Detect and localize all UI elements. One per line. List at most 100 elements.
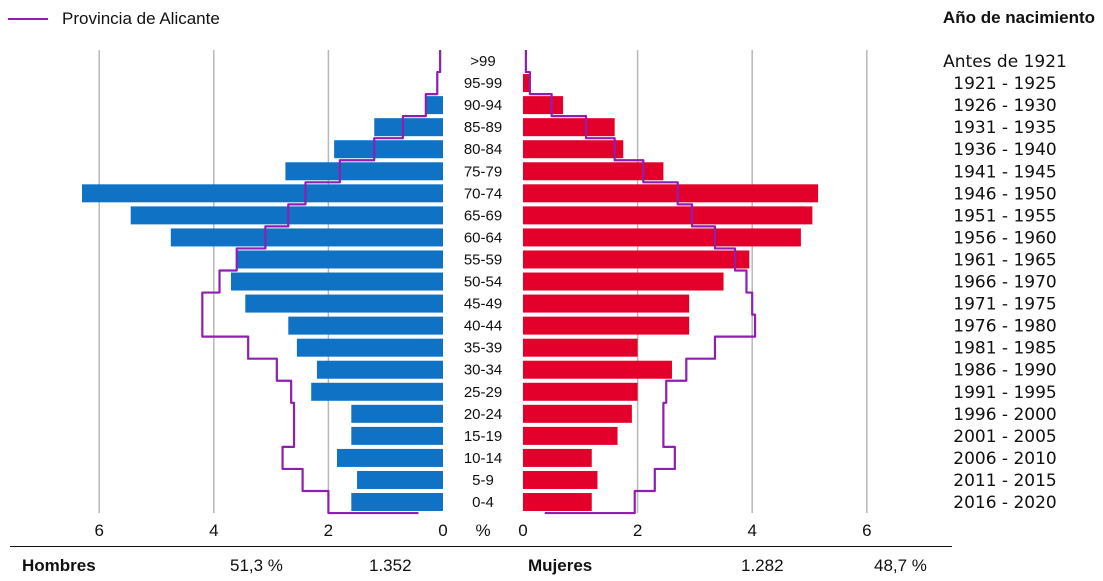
age-label->99: >99 — [470, 53, 495, 70]
age-label-20-24: 20-24 — [464, 406, 502, 423]
bar-women-10-14 — [523, 448, 592, 467]
birth-year-label: 1986 - 1990 — [953, 361, 1056, 381]
bar-men-65-69 — [130, 206, 443, 225]
birth-year-label: 2006 - 2010 — [953, 449, 1056, 469]
bar-men-20-24 — [351, 404, 443, 423]
birth-year-label: 2001 - 2005 — [953, 427, 1056, 447]
age-label-65-69: 65-69 — [464, 207, 502, 224]
bar-men-45-49 — [245, 294, 443, 313]
bar-women-20-24 — [523, 404, 632, 423]
bar-women-5-9 — [523, 470, 598, 489]
legend-label: Provincia de Alicante — [62, 9, 220, 28]
birth-year-label: 1946 - 1950 — [953, 184, 1056, 204]
bar-women-35-39 — [523, 338, 638, 357]
legend-line-swatch — [8, 18, 48, 20]
birth-year-label: Antes de 1921 — [943, 52, 1067, 72]
bar-women-15-19 — [523, 426, 618, 445]
age-label-45-49: 45-49 — [464, 296, 502, 313]
bar-women-40-44 — [523, 316, 690, 335]
bar-women-30-34 — [523, 360, 672, 379]
bar-men-55-59 — [236, 250, 443, 269]
legend: Provincia de Alicante — [8, 8, 220, 30]
x-tick-women-2: 2 — [633, 521, 642, 540]
age-label-95-99: 95-99 — [464, 75, 502, 92]
x-tick-men-2: 2 — [324, 521, 333, 540]
birth-year-label: 1961 - 1965 — [953, 250, 1056, 270]
men-percentage: 51,3 % — [230, 556, 283, 575]
age-label-60-64: 60-64 — [464, 229, 502, 246]
x-tick-women-4: 4 — [747, 521, 756, 540]
birth-year-label: 1966 - 1970 — [953, 273, 1056, 293]
bar-women-70-74 — [523, 184, 819, 203]
x-tick-women-0: 0 — [518, 521, 527, 540]
age-label-90-94: 90-94 — [464, 97, 502, 114]
age-label-0-4: 0-4 — [472, 494, 494, 511]
birth-year-label: 1976 - 1980 — [953, 317, 1056, 337]
bar-men-75-79 — [285, 162, 443, 181]
bar-women-65-69 — [523, 206, 813, 225]
bar-women-90-94 — [523, 96, 564, 115]
bar-women-85-89 — [523, 118, 615, 137]
birth-year-label: 2011 - 2015 — [953, 471, 1056, 491]
age-label-50-54: 50-54 — [464, 274, 502, 291]
bar-men-5-9 — [357, 470, 443, 489]
x-tick-men-4: 4 — [209, 521, 218, 540]
age-label-85-89: 85-89 — [464, 119, 502, 136]
birth-year-label: 1941 - 1945 — [953, 162, 1056, 182]
bar-men-10-14 — [336, 448, 443, 467]
bar-men-70-74 — [82, 184, 443, 203]
women-percentage: 48,7 % — [874, 556, 927, 575]
x-axis-unit: % — [475, 521, 490, 540]
women-count: 1.282 — [741, 556, 784, 575]
bar-men-50-54 — [230, 272, 443, 291]
men-footer-label: Hombres — [22, 556, 96, 575]
birth-year-label: 1996 - 2000 — [953, 405, 1056, 425]
birth-year-label: 1931 - 1935 — [953, 118, 1056, 138]
birth-year-label: 1926 - 1930 — [953, 96, 1056, 116]
bar-women-0-4 — [523, 493, 592, 512]
women-footer-label: Mujeres — [528, 556, 593, 575]
age-label-5-9: 5-9 — [472, 472, 494, 489]
bar-women-45-49 — [523, 294, 690, 313]
bar-women-55-59 — [523, 250, 750, 269]
birth-year-axis-title: Año de nacimiento — [942, 8, 1095, 27]
bar-men-35-39 — [296, 338, 443, 357]
bar-men-40-44 — [288, 316, 443, 335]
birth-year-label: 1981 - 1985 — [953, 339, 1056, 359]
age-label-40-44: 40-44 — [464, 318, 502, 335]
bar-men-25-29 — [311, 382, 443, 401]
birth-year-label: 2016 - 2020 — [953, 493, 1056, 513]
bar-women-25-29 — [523, 382, 638, 401]
birth-year-label: 1991 - 1995 — [953, 383, 1056, 403]
bar-women-75-79 — [523, 162, 664, 181]
birth-year-label: 1971 - 1975 — [953, 295, 1056, 315]
footer-divider — [10, 546, 952, 547]
bar-women-95-99 — [523, 74, 530, 93]
bar-men-15-19 — [351, 426, 443, 445]
age-label-70-74: 70-74 — [464, 185, 502, 202]
outline-women-provincia — [524, 50, 757, 515]
bar-women-80-84 — [523, 140, 624, 159]
bar-men-60-64 — [170, 228, 443, 247]
x-tick-men-6: 6 — [94, 521, 103, 540]
birth-year-label: 1951 - 1955 — [953, 206, 1056, 226]
bar-men-85-89 — [374, 118, 443, 137]
bar-women-50-54 — [523, 272, 724, 291]
age-label-80-84: 80-84 — [464, 141, 502, 158]
bar-men-0-4 — [351, 493, 443, 512]
age-label-35-39: 35-39 — [464, 340, 502, 357]
x-tick-men-0: 0 — [438, 521, 447, 540]
bar-men-80-84 — [334, 140, 443, 159]
birth-year-label: 1921 - 1925 — [953, 74, 1056, 94]
bar-men-30-34 — [316, 360, 443, 379]
age-label-75-79: 75-79 — [464, 163, 502, 180]
x-tick-women-6: 6 — [862, 521, 871, 540]
birth-year-label: 1936 - 1940 — [953, 140, 1056, 160]
age-label-15-19: 15-19 — [464, 428, 502, 445]
age-label-30-34: 30-34 — [464, 362, 502, 379]
birth-year-label: 1956 - 1960 — [953, 228, 1056, 248]
bar-men-90-94 — [425, 96, 443, 115]
age-label-10-14: 10-14 — [464, 450, 502, 467]
bar-women-60-64 — [523, 228, 801, 247]
